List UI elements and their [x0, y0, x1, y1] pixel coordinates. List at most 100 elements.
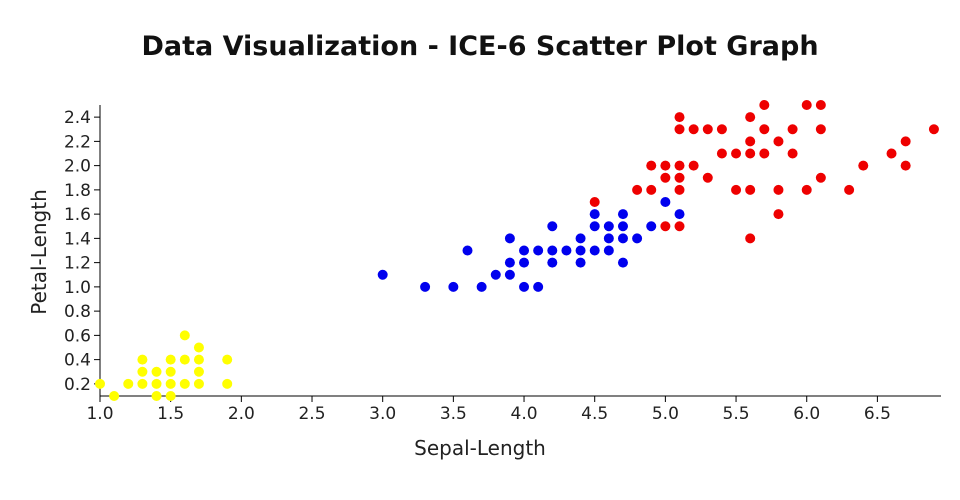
data-point	[787, 148, 798, 159]
data-point	[815, 172, 826, 183]
data-point	[674, 160, 685, 171]
data-point	[660, 172, 671, 183]
data-point	[617, 233, 628, 244]
data-point	[109, 391, 120, 401]
data-point	[773, 136, 784, 147]
data-point	[179, 378, 190, 389]
data-point	[123, 378, 134, 389]
data-point	[519, 245, 530, 256]
data-point	[646, 184, 657, 195]
y-tick-label: 1.0	[64, 278, 91, 298]
data-point	[745, 148, 756, 159]
y-tick-label: 1.4	[64, 229, 91, 249]
data-point	[575, 257, 586, 268]
data-point	[646, 160, 657, 171]
data-point	[759, 100, 770, 110]
data-point	[377, 269, 388, 280]
data-point	[632, 184, 643, 195]
series-2	[377, 197, 685, 292]
chart-title: Data Visualization - ICE-6 Scatter Plot …	[141, 31, 818, 62]
x-tick-label: 1.5	[157, 404, 184, 424]
y-tick-label: 0.6	[64, 326, 91, 346]
data-point	[575, 233, 586, 244]
data-point	[886, 148, 897, 159]
series-1	[95, 330, 233, 401]
data-point	[193, 342, 204, 353]
data-point	[773, 184, 784, 195]
data-point	[603, 245, 614, 256]
data-point	[519, 257, 530, 268]
data-point	[815, 100, 826, 110]
data-point	[533, 281, 544, 292]
data-point	[547, 221, 558, 232]
data-point	[151, 391, 162, 401]
data-point	[561, 245, 572, 256]
data-point	[787, 124, 798, 135]
y-axis-label: Petal-Length	[27, 189, 51, 315]
data-point	[95, 378, 105, 389]
data-point	[137, 366, 148, 377]
data-point	[731, 184, 742, 195]
data-point	[476, 281, 487, 292]
data-point	[660, 160, 671, 171]
data-point	[179, 354, 190, 365]
data-point	[745, 112, 756, 123]
data-point	[716, 148, 727, 159]
data-point	[674, 184, 685, 195]
data-point	[137, 354, 148, 365]
data-point	[504, 269, 515, 280]
data-point	[900, 160, 911, 171]
data-point	[165, 391, 176, 401]
data-point	[617, 209, 628, 220]
data-point	[660, 197, 671, 207]
data-point	[179, 330, 190, 341]
data-point	[420, 281, 431, 292]
data-point	[632, 233, 643, 244]
data-point	[759, 148, 770, 159]
data-point	[745, 233, 756, 244]
data-point	[702, 172, 713, 183]
data-point	[900, 136, 911, 147]
data-point	[533, 245, 544, 256]
x-tick-label: 3.0	[369, 404, 396, 424]
series-3	[589, 100, 939, 244]
data-point	[165, 378, 176, 389]
data-point	[151, 366, 162, 377]
y-tick-label: 1.2	[64, 254, 91, 274]
data-points	[95, 100, 939, 401]
data-point	[674, 172, 685, 183]
data-point	[674, 112, 685, 123]
data-point	[193, 378, 204, 389]
data-point	[519, 281, 530, 292]
data-point	[702, 124, 713, 135]
data-point	[844, 184, 855, 195]
data-point	[504, 233, 515, 244]
x-tick-label: 1.0	[86, 404, 113, 424]
data-point	[589, 197, 600, 207]
data-point	[617, 221, 628, 232]
data-point	[688, 124, 699, 135]
data-point	[603, 221, 614, 232]
data-point	[688, 160, 699, 171]
data-point	[731, 148, 742, 159]
data-point	[222, 354, 233, 365]
data-point	[222, 378, 233, 389]
data-point	[547, 257, 558, 268]
data-point	[504, 257, 515, 268]
data-point	[815, 124, 826, 135]
data-point	[193, 354, 204, 365]
y-tick-label: 2.4	[64, 108, 91, 128]
y-tick-label: 1.6	[64, 205, 91, 225]
x-tick-label: 4.0	[511, 404, 538, 424]
x-tick-label: 5.0	[652, 404, 679, 424]
data-point	[745, 184, 756, 195]
y-tick-label: 0.4	[64, 351, 91, 371]
x-tick-label: 6.5	[864, 404, 891, 424]
data-point	[462, 245, 473, 256]
data-point	[575, 245, 586, 256]
data-point	[674, 124, 685, 135]
data-point	[660, 221, 671, 232]
x-tick-label: 2.0	[228, 404, 255, 424]
data-point	[617, 257, 628, 268]
data-point	[603, 233, 614, 244]
